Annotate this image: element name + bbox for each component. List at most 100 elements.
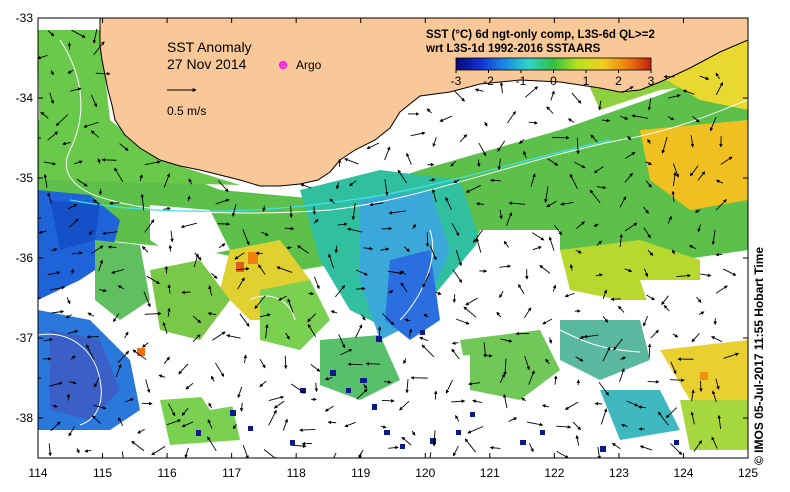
current-vector — [575, 435, 580, 446]
current-vector — [625, 151, 636, 159]
current-vector — [619, 233, 623, 248]
current-vector — [546, 106, 554, 114]
current-vector — [602, 346, 611, 362]
argo-legend: Argo — [278, 58, 322, 72]
current-vector — [598, 382, 609, 396]
current-vector — [70, 355, 76, 360]
current-vector — [593, 223, 599, 227]
current-vector — [273, 400, 285, 409]
map-border — [37, 17, 749, 459]
current-vector — [637, 405, 646, 409]
current-vector — [556, 450, 569, 458]
current-vector — [283, 355, 288, 370]
current-vector — [715, 199, 727, 211]
current-vector — [431, 188, 437, 203]
current-vector — [84, 449, 92, 453]
current-vector — [162, 321, 168, 334]
current-vector — [193, 253, 199, 268]
current-vector — [239, 402, 244, 412]
lon-tick-label: 125 — [738, 466, 758, 480]
colorbar-ramp — [455, 57, 652, 71]
current-vector — [613, 338, 623, 351]
current-vector — [610, 297, 621, 302]
current-vector — [590, 134, 598, 143]
current-vector — [547, 158, 559, 166]
current-vector — [43, 173, 48, 188]
current-vector — [166, 419, 182, 426]
current-vector — [403, 246, 410, 252]
current-vector — [583, 334, 599, 339]
current-vector — [423, 313, 429, 318]
current-vector — [98, 188, 103, 196]
current-vector — [618, 305, 625, 313]
current-vector — [564, 292, 575, 298]
lon-tick-label: 122 — [544, 466, 564, 480]
current-vector — [715, 179, 724, 184]
current-vector — [548, 337, 553, 344]
current-vector — [48, 381, 63, 387]
current-vector — [163, 206, 171, 211]
current-vector — [168, 403, 176, 417]
current-vector — [180, 222, 197, 229]
current-vector — [500, 338, 513, 343]
current-vector — [503, 358, 507, 376]
current-vector — [90, 245, 104, 254]
lon-tick-label: 120 — [415, 466, 435, 480]
current-vector — [50, 248, 58, 252]
current-vector — [92, 29, 98, 44]
current-vector — [262, 205, 266, 212]
current-vector — [445, 196, 453, 211]
current-vector — [644, 268, 649, 278]
current-vector — [593, 166, 604, 174]
current-vector — [185, 382, 194, 390]
current-vector — [542, 318, 553, 325]
current-vector — [601, 118, 611, 123]
current-vector — [43, 337, 53, 342]
current-vector — [432, 430, 437, 447]
current-vector — [667, 215, 672, 224]
current-vector — [67, 69, 74, 74]
current-vector — [137, 428, 145, 434]
current-vector — [497, 158, 502, 170]
current-vector — [208, 285, 213, 296]
current-vector — [496, 311, 502, 318]
current-vector — [645, 180, 652, 188]
current-vector — [497, 140, 506, 152]
current-vector — [167, 307, 171, 317]
current-vector — [181, 421, 194, 428]
current-vector — [102, 231, 118, 236]
current-vector — [715, 378, 720, 390]
current-vector — [87, 312, 94, 317]
current-vector — [715, 72, 721, 80]
current-vector — [237, 386, 243, 399]
current-vector — [478, 142, 487, 157]
current-vector — [218, 243, 226, 249]
current-vector — [645, 161, 652, 165]
current-vector — [694, 209, 701, 213]
current-vector — [475, 237, 482, 253]
current-vector — [473, 229, 483, 244]
current-vector — [600, 408, 608, 425]
current-vector — [432, 137, 437, 147]
current-vector — [429, 452, 432, 458]
current-vector — [38, 230, 47, 234]
current-vector — [289, 205, 293, 219]
current-vector — [324, 377, 333, 381]
current-vector — [435, 291, 442, 295]
current-vector — [98, 259, 104, 272]
current-vector — [397, 169, 407, 184]
current-vector — [344, 158, 359, 165]
current-vector — [523, 307, 532, 319]
current-vector — [572, 421, 582, 431]
current-vector — [50, 309, 65, 314]
current-vector — [539, 265, 551, 274]
current-vector — [544, 186, 549, 203]
current-vector — [682, 89, 695, 95]
current-vector — [121, 451, 124, 458]
current-vector — [647, 249, 654, 256]
current-vector — [226, 334, 241, 339]
current-vector — [532, 246, 542, 251]
current-vector — [531, 232, 545, 241]
current-vector — [667, 116, 675, 121]
